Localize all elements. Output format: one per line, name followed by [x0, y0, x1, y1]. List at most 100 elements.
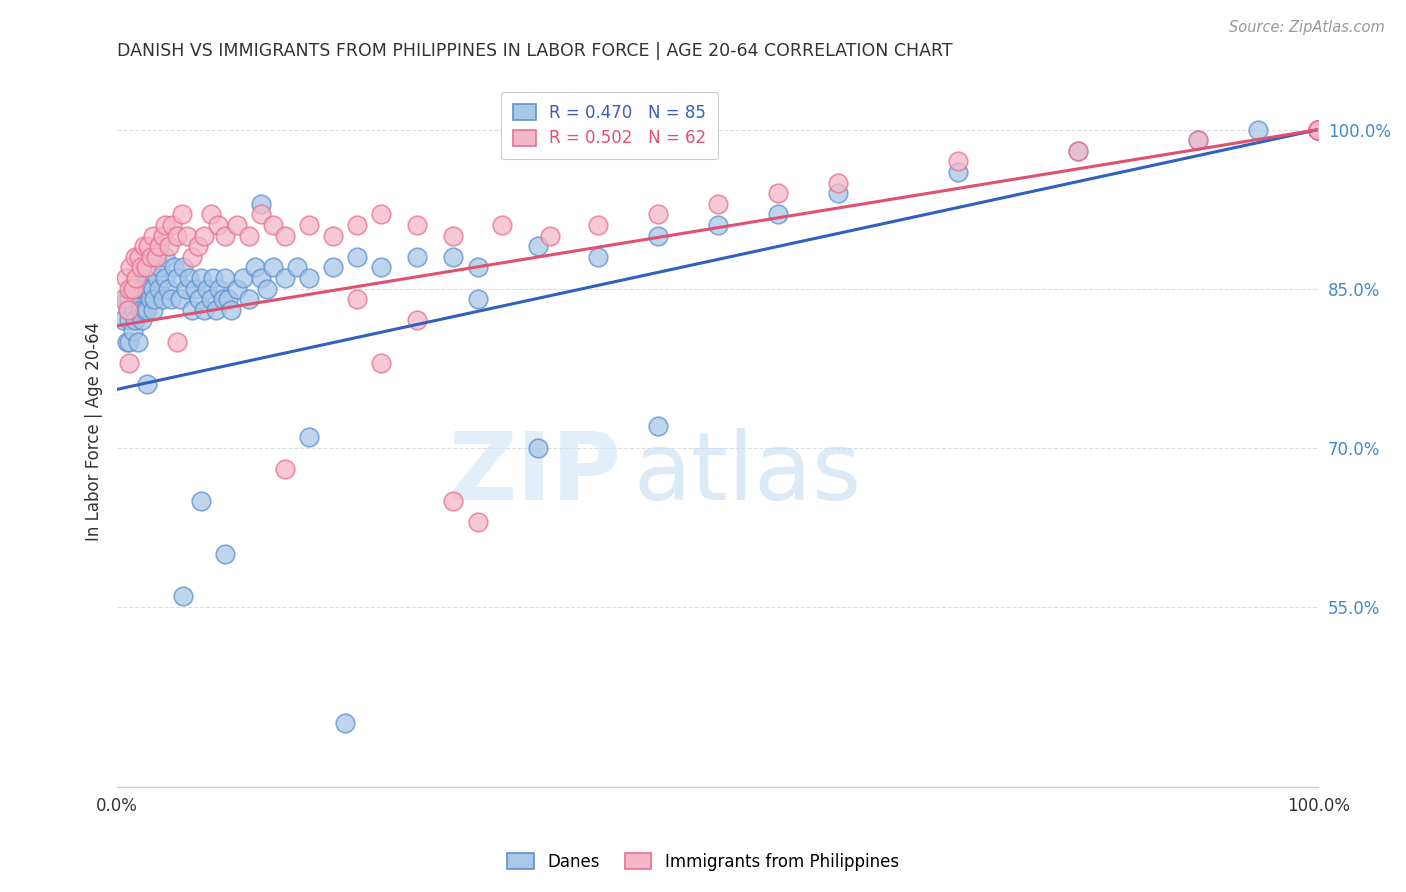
- Point: [143, 292, 166, 306]
- Point: [121, 282, 143, 296]
- Point: [195, 282, 218, 296]
- Point: [118, 292, 141, 306]
- Point: [370, 260, 392, 275]
- Point: [238, 228, 260, 243]
- Point: [166, 271, 188, 285]
- Text: atlas: atlas: [634, 428, 862, 520]
- Point: [1308, 122, 1330, 136]
- Point: [406, 218, 429, 232]
- Point: [250, 207, 273, 221]
- Text: ZIP: ZIP: [449, 428, 621, 520]
- Point: [129, 260, 152, 275]
- Point: [1187, 133, 1209, 147]
- Point: [152, 292, 174, 306]
- Point: [214, 547, 236, 561]
- Point: [155, 271, 177, 285]
- Point: [1247, 122, 1270, 136]
- Point: [200, 292, 222, 306]
- Point: [193, 228, 215, 243]
- Point: [187, 292, 209, 306]
- Point: [142, 228, 165, 243]
- Point: [128, 282, 150, 296]
- Point: [176, 228, 198, 243]
- Point: [1308, 122, 1330, 136]
- Point: [166, 334, 188, 349]
- Point: [132, 239, 155, 253]
- Point: [124, 313, 146, 327]
- Point: [346, 292, 368, 306]
- Point: [124, 250, 146, 264]
- Point: [274, 228, 297, 243]
- Point: [212, 292, 235, 306]
- Point: [180, 250, 202, 264]
- Point: [245, 260, 267, 275]
- Point: [467, 260, 489, 275]
- Point: [946, 165, 969, 179]
- Point: [467, 292, 489, 306]
- Point: [118, 282, 141, 296]
- Point: [298, 430, 321, 444]
- Point: [946, 154, 969, 169]
- Point: [1308, 122, 1330, 136]
- Point: [827, 176, 849, 190]
- Y-axis label: In Labor Force | Age 20-64: In Labor Force | Age 20-64: [86, 322, 103, 541]
- Point: [526, 441, 548, 455]
- Point: [443, 228, 465, 243]
- Point: [274, 271, 297, 285]
- Point: [184, 282, 207, 296]
- Point: [274, 462, 297, 476]
- Point: [172, 589, 194, 603]
- Point: [443, 493, 465, 508]
- Point: [1308, 122, 1330, 136]
- Point: [370, 207, 392, 221]
- Point: [250, 196, 273, 211]
- Point: [155, 218, 177, 232]
- Point: [214, 228, 236, 243]
- Point: [190, 271, 212, 285]
- Point: [128, 250, 150, 264]
- Point: [174, 282, 197, 296]
- Point: [138, 239, 160, 253]
- Point: [208, 282, 231, 296]
- Point: [1308, 122, 1330, 136]
- Point: [298, 271, 321, 285]
- Point: [1308, 122, 1330, 136]
- Point: [370, 356, 392, 370]
- Point: [179, 271, 201, 285]
- Point: [121, 282, 143, 296]
- Point: [162, 218, 184, 232]
- Point: [298, 218, 321, 232]
- Point: [226, 282, 249, 296]
- Point: [1067, 144, 1090, 158]
- Point: [262, 218, 284, 232]
- Point: [125, 292, 148, 306]
- Point: [122, 302, 145, 317]
- Point: [538, 228, 561, 243]
- Point: [200, 207, 222, 221]
- Point: [526, 239, 548, 253]
- Point: [142, 302, 165, 317]
- Point: [148, 239, 170, 253]
- Point: [118, 356, 141, 370]
- Point: [1308, 122, 1330, 136]
- Point: [1067, 144, 1090, 158]
- Point: [217, 292, 239, 306]
- Point: [117, 302, 139, 317]
- Point: [262, 260, 284, 275]
- Point: [226, 218, 249, 232]
- Point: [491, 218, 513, 232]
- Point: [127, 334, 149, 349]
- Point: [322, 228, 344, 243]
- Point: [406, 250, 429, 264]
- Point: [1308, 122, 1330, 136]
- Point: [647, 419, 669, 434]
- Point: [115, 334, 138, 349]
- Point: [647, 228, 669, 243]
- Text: Source: ZipAtlas.com: Source: ZipAtlas.com: [1229, 20, 1385, 35]
- Point: [148, 282, 170, 296]
- Point: [138, 282, 160, 296]
- Point: [346, 250, 368, 264]
- Point: [142, 282, 165, 296]
- Point: [152, 228, 174, 243]
- Point: [166, 228, 188, 243]
